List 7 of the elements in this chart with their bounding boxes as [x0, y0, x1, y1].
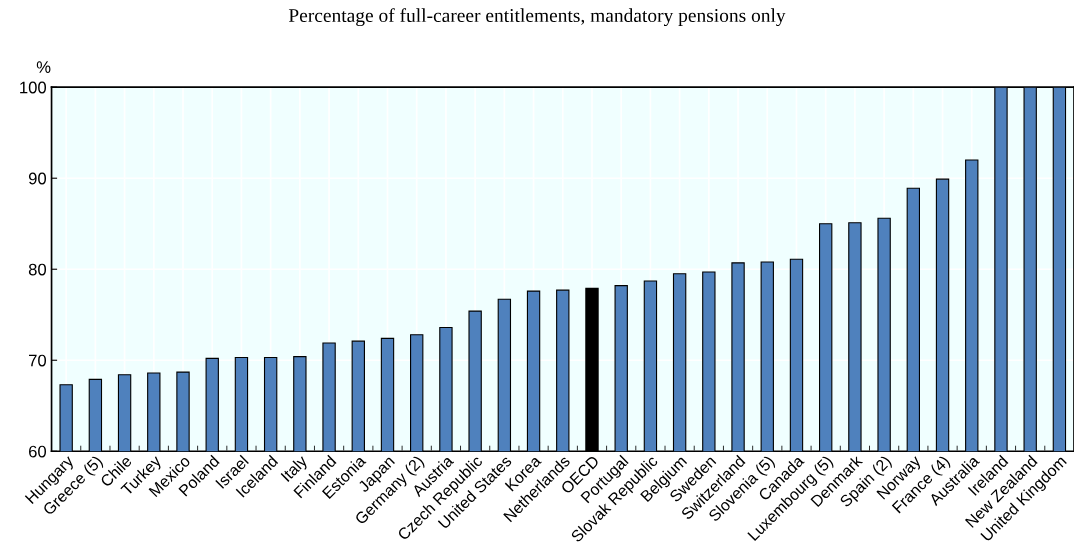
y-axis-title: % — [36, 61, 51, 73]
y-tick-label: 80 — [28, 263, 47, 276]
y-tick-label: 90 — [28, 172, 47, 185]
y-tick-label: 100 — [20, 81, 47, 94]
chart-title: Percentage of full-career entitlements, mandatory pensions only — [288, 8, 786, 27]
y-tick-label: 60 — [29, 445, 47, 458]
y-tick-label: 70 — [29, 354, 47, 367]
